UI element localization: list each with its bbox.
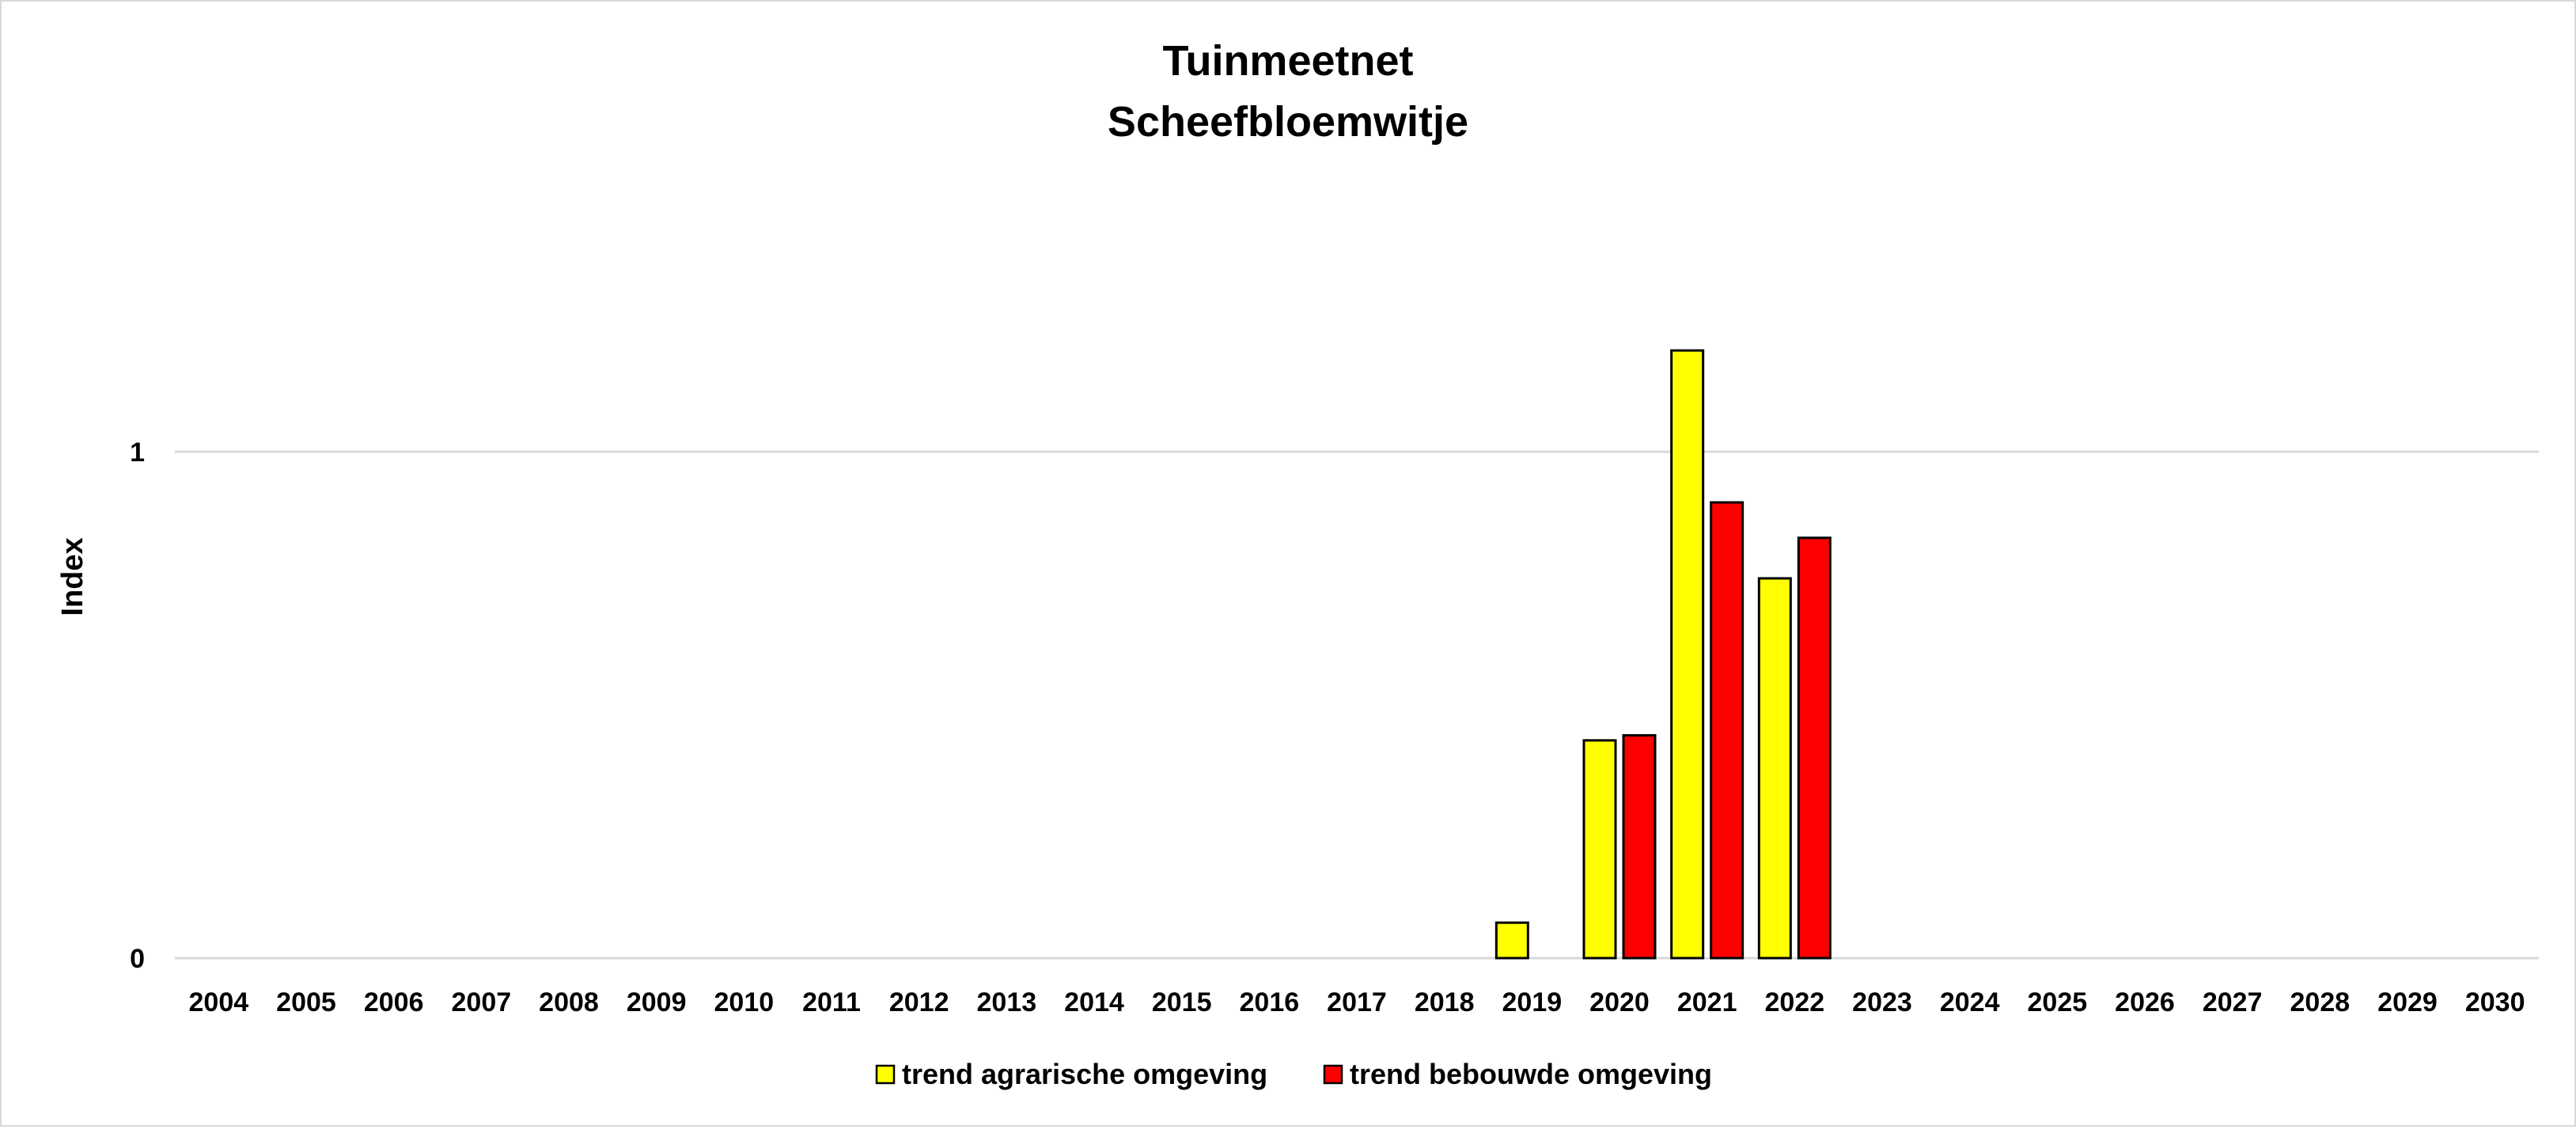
legend-swatch-0	[875, 1064, 896, 1085]
x-tick-2018: 2018	[1415, 987, 1475, 1017]
bar-2022-series-0	[1757, 577, 1792, 960]
legend-swatch-1	[1323, 1064, 1343, 1085]
x-tick-2022: 2022	[1765, 987, 1825, 1017]
legend-label-0: trend agrarische omgeving	[902, 1058, 1267, 1090]
x-tick-2012: 2012	[889, 987, 949, 1017]
bar-2021-series-1	[1710, 501, 1744, 960]
x-tick-2029: 2029	[2377, 987, 2438, 1017]
x-tick-2007: 2007	[452, 987, 512, 1017]
chart-title: Tuinmeetnet	[1162, 37, 1413, 85]
x-tick-2015: 2015	[1152, 987, 1212, 1017]
bar-2019-series-0	[1494, 921, 1529, 960]
x-tick-2019: 2019	[1502, 987, 1563, 1017]
y-tick-0: 0	[130, 944, 145, 974]
x-tick-2024: 2024	[1940, 987, 2000, 1017]
bar-2022-series-1	[1797, 536, 1832, 960]
x-tick-2025: 2025	[2028, 987, 2088, 1017]
legend-label-1: trend bebouwde omgeving	[1350, 1058, 1712, 1090]
x-tick-2013: 2013	[977, 987, 1037, 1017]
x-tick-2027: 2027	[2203, 987, 2263, 1017]
x-tick-2004: 2004	[189, 987, 249, 1017]
x-tick-2009: 2009	[627, 987, 687, 1017]
x-tick-2016: 2016	[1240, 987, 1300, 1017]
x-tick-2017: 2017	[1327, 987, 1387, 1017]
legend: trend agrarische omgeving trend bebouwde …	[875, 1058, 1712, 1090]
x-tick-2008: 2008	[539, 987, 599, 1017]
x-tick-2011: 2011	[802, 987, 861, 1017]
bar-2020-series-1	[1622, 733, 1657, 960]
x-tick-2021: 2021	[1677, 987, 1737, 1017]
bar-2021-series-0	[1670, 349, 1705, 960]
chart-subtitle: Scheefbloemwitje	[1108, 98, 1468, 146]
x-tick-labels: 2004 2005 2006 2007 2008 2009 2010 2011 2012 2013…	[189, 987, 2525, 1017]
bars	[1494, 349, 1832, 960]
x-tick-2030: 2030	[2465, 987, 2525, 1017]
gridlines	[175, 450, 2539, 960]
y-tick-1: 1	[130, 438, 145, 468]
y-tick-labels: 01	[130, 438, 145, 974]
x-tick-2014: 2014	[1064, 987, 1124, 1017]
x-tick-2026: 2026	[2115, 987, 2175, 1017]
x-tick-2020: 2020	[1589, 987, 1650, 1017]
x-tick-2005: 2005	[276, 987, 336, 1017]
x-tick-2006: 2006	[364, 987, 424, 1017]
x-tick-2028: 2028	[2290, 987, 2351, 1017]
x-tick-2023: 2023	[1852, 987, 1912, 1017]
y-axis-label: Index	[56, 537, 89, 616]
x-tick-2010: 2010	[714, 987, 775, 1017]
bar-2020-series-0	[1582, 739, 1617, 960]
